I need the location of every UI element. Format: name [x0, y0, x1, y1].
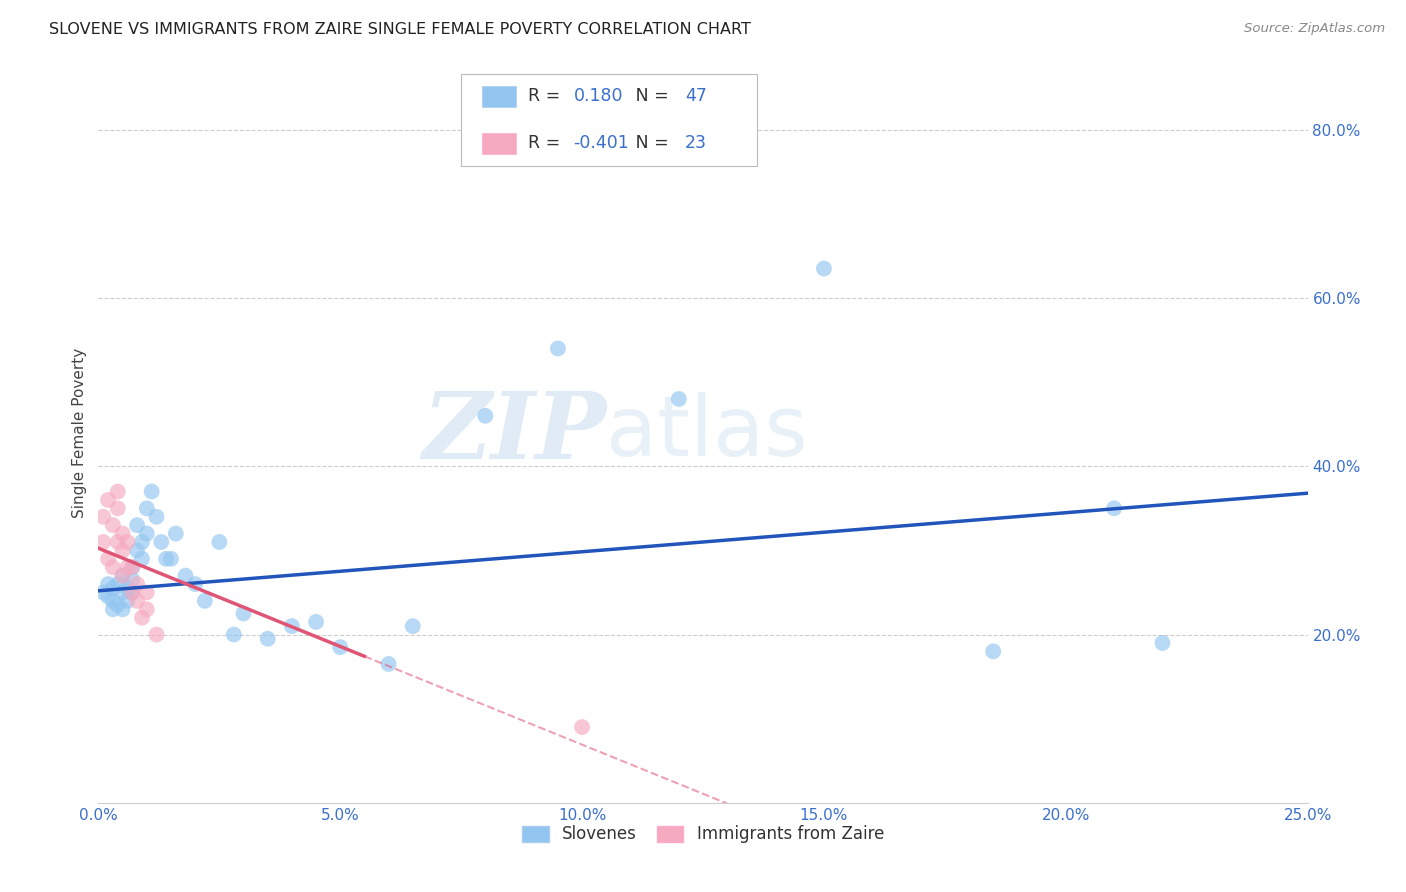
Point	[131, 551, 153, 566]
Point	[107, 535, 129, 549]
Point	[150, 535, 173, 549]
Point	[97, 577, 120, 591]
Point	[402, 619, 425, 633]
Point	[117, 535, 139, 549]
Bar	[482, 133, 516, 153]
Point	[117, 581, 139, 595]
Point	[1102, 501, 1125, 516]
Legend: Slovenes, Immigrants from Zaire: Slovenes, Immigrants from Zaire	[515, 819, 891, 850]
Point	[305, 615, 328, 629]
Point	[981, 644, 1004, 658]
Point	[377, 657, 399, 671]
Point	[111, 602, 134, 616]
Point	[135, 602, 157, 616]
Point	[101, 518, 124, 533]
Point	[135, 585, 157, 599]
Point	[101, 602, 124, 616]
Point	[194, 594, 217, 608]
Text: -0.401: -0.401	[574, 134, 630, 153]
Point	[1152, 636, 1174, 650]
Point	[91, 535, 114, 549]
Point	[107, 501, 129, 516]
Text: 0.180: 0.180	[574, 87, 623, 105]
Point	[174, 568, 197, 582]
Point	[111, 568, 134, 582]
Point	[135, 526, 157, 541]
Point	[127, 594, 149, 608]
Text: SLOVENE VS IMMIGRANTS FROM ZAIRE SINGLE FEMALE POVERTY CORRELATION CHART: SLOVENE VS IMMIGRANTS FROM ZAIRE SINGLE …	[49, 22, 751, 37]
Text: Source: ZipAtlas.com: Source: ZipAtlas.com	[1244, 22, 1385, 36]
Point	[184, 577, 207, 591]
Point	[121, 560, 143, 574]
Point	[160, 551, 183, 566]
Point	[101, 594, 124, 608]
FancyBboxPatch shape	[461, 73, 758, 166]
Point	[101, 581, 124, 595]
Point	[127, 577, 149, 591]
Point	[107, 577, 129, 591]
Text: R =: R =	[527, 134, 565, 153]
Point	[117, 594, 139, 608]
Point	[131, 610, 153, 624]
Point	[547, 342, 569, 356]
Point	[111, 526, 134, 541]
Y-axis label: Single Female Poverty: Single Female Poverty	[72, 348, 87, 517]
Point	[131, 535, 153, 549]
Point	[111, 568, 134, 582]
Point	[165, 526, 187, 541]
Text: ZIP: ZIP	[422, 388, 606, 477]
Point	[117, 560, 139, 574]
Point	[101, 560, 124, 574]
Point	[256, 632, 278, 646]
Text: N =: N =	[630, 87, 675, 105]
Point	[111, 543, 134, 558]
Point	[107, 598, 129, 612]
Point	[155, 551, 177, 566]
Text: N =: N =	[630, 134, 675, 153]
Text: 23: 23	[685, 134, 707, 153]
Point	[329, 640, 352, 655]
Point	[222, 627, 245, 641]
Point	[97, 590, 120, 604]
Point	[121, 573, 143, 587]
Point	[91, 509, 114, 524]
Point	[208, 535, 231, 549]
Point	[145, 627, 167, 641]
Point	[121, 585, 143, 599]
Point	[97, 492, 120, 507]
Point	[127, 518, 149, 533]
Point	[813, 261, 835, 276]
Point	[121, 585, 143, 599]
Point	[281, 619, 304, 633]
Point	[135, 501, 157, 516]
Bar	[482, 87, 516, 107]
Point	[141, 484, 163, 499]
Point	[145, 509, 167, 524]
Text: 47: 47	[685, 87, 707, 105]
Point	[91, 585, 114, 599]
Point	[474, 409, 496, 423]
Point	[571, 720, 593, 734]
Text: R =: R =	[527, 87, 565, 105]
Point	[121, 560, 143, 574]
Point	[107, 484, 129, 499]
Text: atlas: atlas	[606, 392, 808, 473]
Point	[111, 585, 134, 599]
Point	[232, 607, 254, 621]
Point	[97, 551, 120, 566]
Point	[668, 392, 690, 406]
Point	[127, 543, 149, 558]
